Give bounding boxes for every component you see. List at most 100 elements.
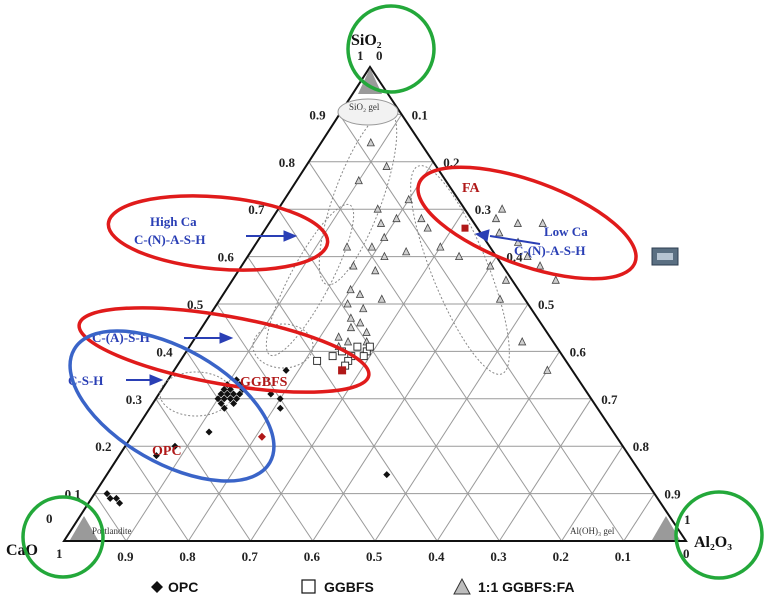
tick-label-left: 0.8	[279, 155, 296, 170]
ggbfs-fa-point	[501, 275, 511, 284]
ggbfs-fa-point	[355, 289, 365, 298]
tick-label-end: 1	[684, 512, 691, 527]
opc-point	[112, 494, 120, 502]
label-silica-gel: SiO₂ gel	[349, 102, 380, 112]
tick-label-right: 0.6	[570, 344, 587, 359]
label-low-ca-cnash: C-(N)-A-S-H	[514, 243, 585, 258]
tick-label-right: 0.5	[538, 297, 555, 312]
tick-label-left: 0.7	[248, 202, 265, 217]
opc-point	[276, 395, 284, 403]
opc-point	[103, 490, 111, 498]
highlight-c-s-h	[68, 329, 276, 483]
grid-line	[338, 114, 625, 542]
highlight-c-a-s-h	[77, 306, 371, 394]
ggbfs-fa-point	[404, 194, 413, 204]
opc-point	[276, 404, 284, 412]
opc-point	[116, 499, 124, 507]
tick-label-bottom: 0.7	[242, 549, 259, 564]
opc-point	[214, 395, 222, 403]
tick-label-right: 0.7	[601, 392, 618, 407]
tick-label-right: 0.1	[412, 107, 428, 122]
grid-line	[498, 398, 592, 542]
ggbfs-fa-point	[376, 218, 386, 227]
tick-label-bottom: 0.8	[179, 549, 196, 564]
ggbfs-fa-point	[367, 242, 377, 251]
grid-line	[561, 445, 624, 542]
grid-line	[250, 208, 466, 542]
grid-line	[216, 303, 376, 542]
ggbfs-fa-point	[513, 218, 522, 227]
label-high-ca-cnash: C-(N)-A-S-H	[134, 232, 205, 247]
cluster-outline-right	[410, 165, 510, 375]
ggbfs-fa-point	[346, 284, 355, 294]
opc-point	[205, 428, 213, 436]
tick-label-bottom: 0.6	[304, 549, 321, 564]
highlight-high-ca	[106, 194, 330, 272]
tick-label-end: 0	[376, 48, 383, 63]
ggbfs-fa-point	[377, 294, 386, 303]
opc-point	[230, 390, 237, 398]
legend-label-ggbfs: GGBFS	[324, 579, 374, 595]
ggbfs-fa-point	[392, 213, 401, 223]
opc-point	[217, 390, 225, 398]
ggbfs-fa-point	[380, 232, 389, 242]
ggbfs-fa-point	[417, 213, 426, 223]
tick-label-bottom: 0.5	[366, 549, 383, 564]
tick-label-bottom: 0.4	[428, 549, 445, 564]
legend-triangle-icon	[453, 577, 471, 595]
ggbfs-fa-point	[551, 275, 560, 284]
ggbfs-fa-point	[454, 251, 464, 261]
opc-point	[282, 366, 290, 374]
cluster-outline-upper	[318, 110, 398, 286]
ggbfs-fa-point	[373, 204, 382, 213]
ggbfs-fa-point	[343, 337, 353, 346]
tick-label-right: 0.9	[664, 487, 681, 502]
opc-point	[230, 400, 238, 408]
tick-label-bottom: 0.1	[615, 549, 631, 564]
grid-line	[94, 493, 127, 542]
vertex-label-al2o3: Al₂O₃	[694, 534, 732, 551]
ggbfs-fa-point	[495, 294, 505, 303]
opc-point	[106, 494, 114, 502]
label-portlandite: Portlandite	[92, 526, 132, 536]
expand-handle-icon	[657, 253, 673, 260]
triangle-frame	[62, 65, 688, 542]
tick-label-end: 1	[56, 546, 63, 561]
tick-label-left: 0.4	[156, 344, 173, 359]
legend-diamond-icon	[151, 581, 163, 593]
ggbfs-fa-point	[513, 237, 523, 246]
highlight-low-ca	[416, 165, 638, 281]
ggbfs-point	[365, 342, 374, 351]
opc-point	[171, 442, 179, 450]
arrow-high-ca	[246, 230, 298, 242]
ggbfs-fa-point	[346, 322, 356, 332]
grid-line	[124, 445, 189, 542]
ggbfs-point	[353, 342, 362, 351]
grid-line	[623, 493, 655, 542]
vertex-label-sio2: SiO₂	[351, 32, 382, 49]
opc-point	[217, 400, 225, 408]
ggbfs-fa-point	[495, 228, 504, 237]
legend-label-opc: OPC	[168, 579, 198, 595]
ggbfs-fa-point	[371, 265, 380, 275]
arrow-c-s-h	[126, 374, 164, 386]
label-low-ca: Low Ca	[544, 224, 588, 239]
ggbfs-fa-point	[354, 175, 363, 185]
legend-square-icon	[301, 579, 316, 594]
tick-label-left: 0.3	[126, 392, 143, 407]
opc-point	[220, 385, 228, 393]
ggbfs-fa-point	[380, 251, 389, 261]
tick-label-bottom: 0.9	[117, 549, 134, 564]
tick-label-bottom: 0.2	[553, 549, 569, 564]
opc-reference-point	[257, 432, 266, 441]
ggbfs-point	[359, 352, 368, 361]
tick-label-end: 0	[46, 511, 53, 526]
cluster-outline-silica	[337, 98, 399, 126]
fa-reference-point	[461, 224, 469, 232]
tick-label-end: 0	[683, 546, 690, 561]
ggbfs-fa-point	[491, 213, 501, 223]
ggbfs-fa-point	[366, 137, 375, 147]
arrow-c-a-s-h	[184, 332, 234, 344]
legend: OPC GGBFS 1:1 GGBFS:FA	[151, 577, 574, 595]
ggbfs-fa-point	[486, 261, 495, 270]
